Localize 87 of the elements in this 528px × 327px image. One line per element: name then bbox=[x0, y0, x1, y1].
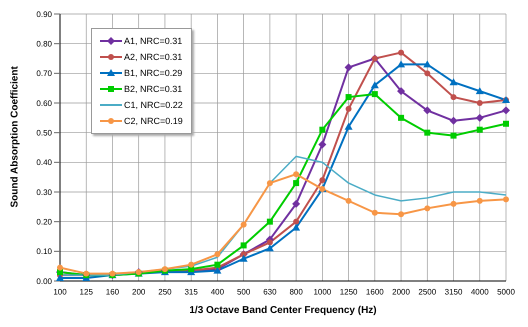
point bbox=[266, 218, 273, 225]
x-tick-label: 5000 bbox=[497, 288, 516, 297]
point bbox=[293, 218, 300, 225]
point bbox=[476, 87, 484, 94]
legend-label: A2, NRC=0.31 bbox=[124, 52, 182, 62]
x-tick-label: 250 bbox=[158, 288, 172, 297]
legend-label: A1, NRC=0.31 bbox=[124, 36, 182, 46]
y-tick-label: 0.20 bbox=[36, 218, 53, 227]
point bbox=[450, 200, 457, 207]
point bbox=[266, 239, 273, 246]
point bbox=[398, 50, 404, 56]
point bbox=[502, 106, 510, 114]
y-tick-label: 0.90 bbox=[36, 10, 53, 19]
legend-label: B1, NRC=0.29 bbox=[124, 68, 182, 78]
x-tick-label: 160 bbox=[106, 288, 120, 297]
x-tick-label: 2500 bbox=[418, 288, 437, 297]
y-tick-label: 0.50 bbox=[36, 128, 53, 138]
y-tick-label: 0.00 bbox=[36, 276, 53, 286]
point bbox=[318, 140, 326, 149]
x-tick-label: 2000 bbox=[392, 288, 411, 297]
y-axis-title: Sound Absorption Coefficient bbox=[10, 66, 21, 208]
x-tick-label: 800 bbox=[289, 288, 304, 297]
point bbox=[450, 78, 458, 86]
point bbox=[266, 244, 274, 252]
point bbox=[214, 251, 220, 258]
y-tick-label: 0.60 bbox=[36, 98, 53, 108]
point bbox=[344, 63, 353, 72]
point bbox=[372, 91, 378, 98]
x-tick-label: 400 bbox=[210, 288, 225, 297]
y-tick-label: 0.40 bbox=[36, 158, 53, 168]
point bbox=[397, 60, 406, 68]
x-tick-label: 125 bbox=[80, 288, 94, 297]
point bbox=[240, 222, 247, 228]
y-tick-label: 0.30 bbox=[36, 188, 53, 197]
point bbox=[370, 81, 379, 88]
point bbox=[450, 132, 457, 139]
point bbox=[346, 94, 352, 100]
x-tick-label: 3150 bbox=[444, 288, 463, 297]
point bbox=[344, 122, 353, 130]
point bbox=[319, 126, 326, 133]
point bbox=[292, 224, 300, 231]
point bbox=[266, 180, 273, 186]
point bbox=[476, 198, 483, 204]
point bbox=[450, 116, 458, 125]
point bbox=[319, 177, 326, 184]
point bbox=[424, 130, 430, 136]
x-tick-label: 1000 bbox=[313, 288, 332, 297]
x-tick-label: 500 bbox=[236, 288, 251, 297]
point bbox=[423, 60, 432, 68]
x-tick-label: 1600 bbox=[366, 288, 384, 297]
point bbox=[346, 198, 352, 204]
legend-label: C2, NRC=0.19 bbox=[124, 116, 183, 126]
point bbox=[293, 171, 300, 178]
x-tick-label: 315 bbox=[184, 288, 198, 297]
point bbox=[214, 262, 220, 268]
point bbox=[423, 106, 432, 114]
point bbox=[56, 274, 64, 281]
point bbox=[293, 180, 300, 186]
point bbox=[398, 114, 404, 121]
x-tick-label: 4000 bbox=[470, 288, 490, 297]
point bbox=[503, 120, 509, 127]
point bbox=[372, 210, 378, 216]
point bbox=[397, 87, 406, 96]
point bbox=[476, 100, 483, 106]
point bbox=[57, 264, 63, 271]
legend-label: B2, NRC=0.31 bbox=[124, 84, 182, 94]
point bbox=[292, 200, 300, 208]
point bbox=[188, 262, 194, 268]
y-tick-label: 0.70 bbox=[36, 69, 53, 78]
point bbox=[240, 242, 247, 248]
point bbox=[476, 126, 483, 133]
y-tick-label: 0.10 bbox=[36, 247, 53, 256]
point bbox=[424, 205, 430, 212]
point bbox=[240, 254, 248, 262]
point bbox=[346, 106, 352, 112]
y-tick-label: 0.80 bbox=[36, 40, 53, 49]
legend-label: C1, NRC=0.22 bbox=[124, 100, 183, 110]
x-tick-label: 1250 bbox=[340, 288, 358, 297]
x-axis-title: 1/3 Octave Band Center Frequency (Hz) bbox=[189, 305, 377, 316]
point bbox=[450, 94, 457, 100]
point bbox=[476, 114, 484, 122]
x-tick-label: 100 bbox=[53, 288, 68, 297]
point bbox=[424, 70, 430, 76]
x-tick-label: 630 bbox=[263, 288, 278, 297]
point bbox=[503, 196, 509, 202]
x-tick-label: 200 bbox=[132, 288, 146, 297]
point bbox=[398, 211, 404, 218]
